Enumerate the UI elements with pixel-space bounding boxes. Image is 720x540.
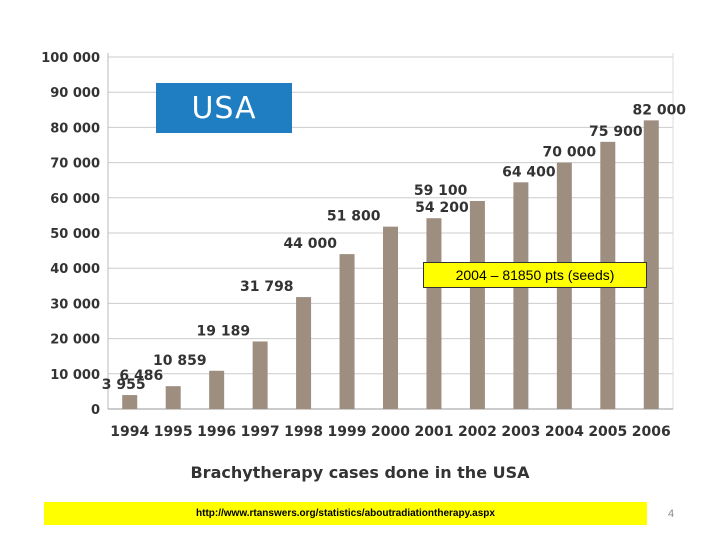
bar bbox=[296, 297, 312, 409]
data-label: 82 000 bbox=[632, 102, 686, 118]
bar bbox=[122, 395, 138, 409]
bar bbox=[513, 182, 529, 409]
y-tick-label: 60 000 bbox=[50, 192, 100, 207]
x-tick-label: 1997 bbox=[241, 424, 280, 440]
x-tick-label: 1996 bbox=[197, 424, 236, 440]
data-label: 31 798 bbox=[240, 279, 294, 295]
y-tick-label: 100 000 bbox=[41, 51, 100, 66]
data-label: 19 189 bbox=[197, 323, 251, 339]
x-tick-label: 2006 bbox=[632, 424, 671, 440]
data-label: 10 859 bbox=[153, 353, 207, 369]
x-tick-label: 2005 bbox=[588, 424, 627, 440]
data-label: 51 800 bbox=[327, 209, 381, 225]
chart-caption: Brachytherapy cases done in the USA bbox=[190, 463, 530, 482]
x-tick-label: 1994 bbox=[110, 424, 149, 440]
x-tick-label: 2000 bbox=[371, 424, 410, 440]
bar bbox=[252, 341, 268, 409]
data-label: 75 900 bbox=[589, 124, 643, 140]
x-tick-label: 2002 bbox=[458, 424, 497, 440]
bar bbox=[469, 200, 485, 409]
bar bbox=[165, 386, 181, 409]
y-tick-label: 40 000 bbox=[50, 262, 100, 277]
data-label: 70 000 bbox=[543, 145, 597, 161]
y-tick-label: 0 bbox=[91, 403, 100, 418]
data-label: 54 200 bbox=[415, 200, 469, 216]
y-tick-label: 90 000 bbox=[50, 86, 100, 101]
x-tick-label: 2004 bbox=[545, 424, 584, 440]
bar bbox=[209, 370, 225, 409]
y-tick-label: 10 000 bbox=[50, 368, 100, 383]
x-tick-label: 1995 bbox=[154, 424, 193, 440]
country-badge: USA bbox=[156, 83, 292, 133]
bar bbox=[339, 254, 355, 409]
y-tick-label: 80 000 bbox=[50, 121, 100, 136]
bar bbox=[426, 218, 442, 409]
x-tick-label: 1998 bbox=[284, 424, 323, 440]
x-tick-label: 2003 bbox=[501, 424, 540, 440]
data-label: 59 100 bbox=[414, 183, 468, 199]
x-tick-label: 1999 bbox=[328, 424, 367, 440]
y-tick-label: 50 000 bbox=[50, 227, 100, 242]
bar bbox=[643, 120, 659, 410]
data-label: 44 000 bbox=[283, 236, 337, 252]
data-label: 6 486 bbox=[119, 368, 163, 384]
y-tick-label: 70 000 bbox=[50, 157, 100, 172]
bar bbox=[383, 226, 398, 409]
y-tick-label: 30 000 bbox=[50, 297, 100, 312]
x-tick-label: 2001 bbox=[414, 424, 453, 440]
data-label: 3 955 bbox=[102, 377, 146, 393]
page-number: 4 bbox=[668, 508, 675, 520]
annotation-box: 2004 – 81850 pts (seeds) bbox=[423, 262, 647, 288]
bar-chart: 0 10 000 20 000 30 000 40 000 50 000 60 000 70 … bbox=[41, 51, 686, 440]
source-link[interactable]: http://www.rtanswers.org/statistics/abou… bbox=[44, 502, 647, 525]
y-tick-label: 20 000 bbox=[50, 333, 100, 348]
data-label: 64 400 bbox=[502, 164, 556, 180]
